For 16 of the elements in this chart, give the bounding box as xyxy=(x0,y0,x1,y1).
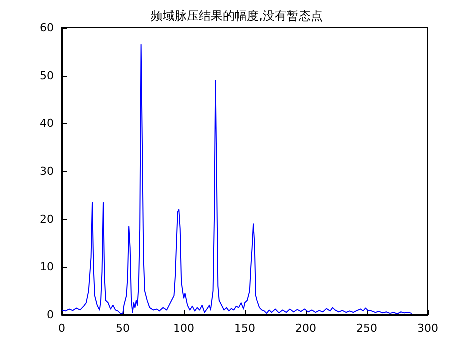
x-tick-label: 300 xyxy=(418,322,438,335)
y-tick-label: 40 xyxy=(40,117,54,130)
x-tick-label: 100 xyxy=(174,322,194,335)
y-tick-label: 50 xyxy=(40,69,54,82)
y-tick-label: 0 xyxy=(47,308,54,322)
x-tick-label: 150 xyxy=(234,322,256,335)
y-tick-label: 10 xyxy=(40,260,54,274)
line-series xyxy=(62,44,413,315)
x-tick-label: 50 xyxy=(116,322,130,335)
x-tick-label: 250 xyxy=(356,322,378,335)
x-tick-label: 0 xyxy=(58,322,66,335)
x-tick-label: 200 xyxy=(296,322,316,335)
y-tick-label: 30 xyxy=(40,165,54,178)
y-tick-label: 60 xyxy=(40,22,54,34)
y-tick-label: 20 xyxy=(40,212,54,226)
chart-title: 频域脉压结果的幅度,没有暂态点 xyxy=(151,9,323,23)
